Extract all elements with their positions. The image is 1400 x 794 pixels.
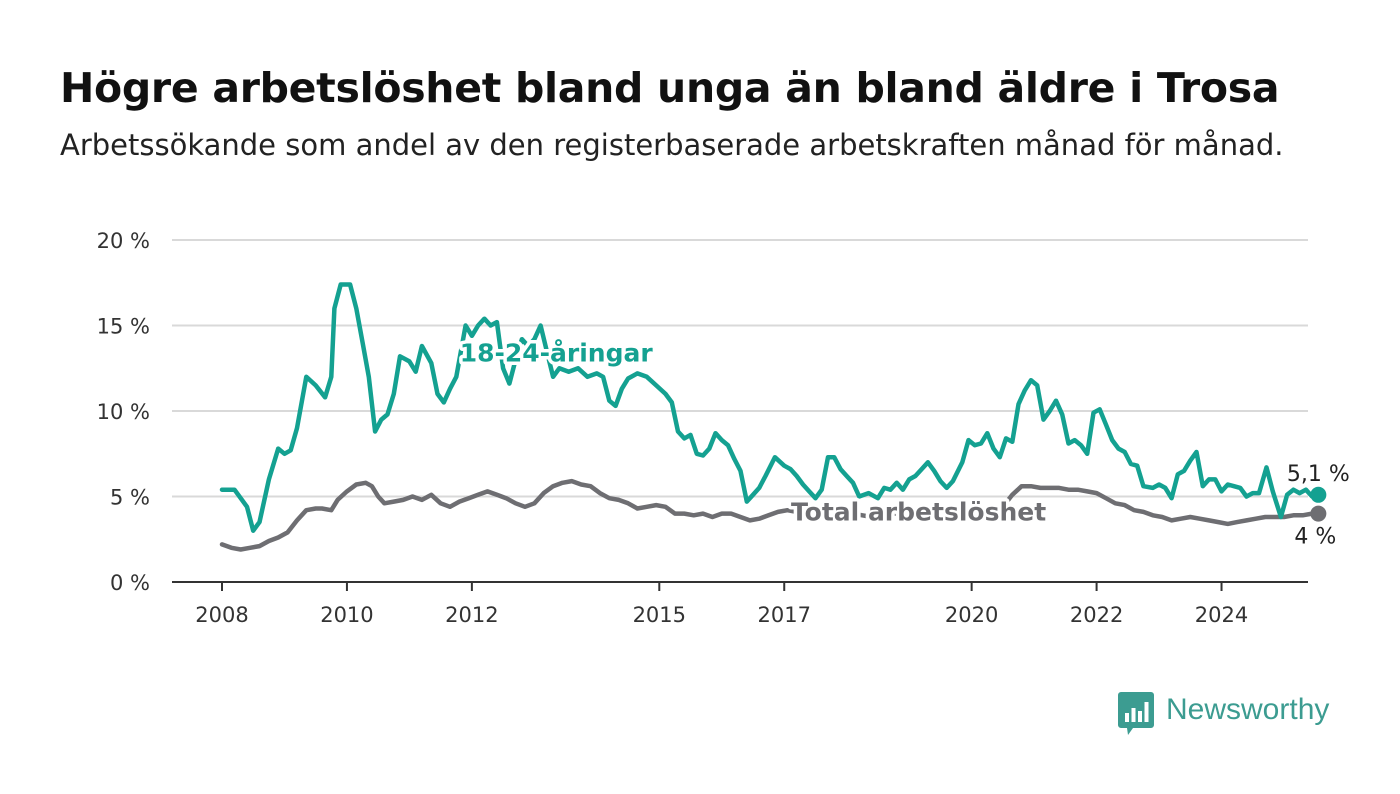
end-value-label-1: 4 % bbox=[1294, 525, 1336, 550]
x-tick-label-2012: 2012 bbox=[445, 603, 498, 627]
series-lines bbox=[219, 282, 1327, 552]
series-line-1 bbox=[219, 478, 1321, 552]
x-tick-label-2022: 2022 bbox=[1070, 603, 1123, 627]
series-line-0 bbox=[219, 282, 1321, 533]
x-tick-label-2010: 2010 bbox=[320, 603, 373, 627]
x-axis: 2008 2010 2012 2015 2017 2020 2022 2024 bbox=[172, 581, 1308, 627]
series-name-halo-0: 18-24-åringar bbox=[460, 338, 654, 367]
y-axis-tick-labels: 0 % 5 % 10 % 15 % 20 % bbox=[97, 229, 150, 595]
y-tick-label-20: 20 % bbox=[97, 229, 150, 253]
grid-lines bbox=[172, 239, 1308, 498]
series-name-label-0: 18-24-åringar bbox=[460, 338, 654, 367]
y-tick-label-15: 15 % bbox=[97, 315, 150, 339]
y-tick-label-10: 10 % bbox=[97, 400, 150, 424]
newsworthy-logo: Newsworthy bbox=[1118, 690, 1348, 738]
chart-subtitle: Arbetssökande som andel av den registerb… bbox=[60, 128, 1284, 162]
x-tick-label-2024: 2024 bbox=[1195, 603, 1248, 627]
y-tick-label-5: 5 % bbox=[110, 486, 150, 510]
end-value-label-0: 5,1 % bbox=[1287, 462, 1350, 487]
series-name-label-1: Total arbetslöshet bbox=[791, 497, 1046, 526]
bar-chart-speech-bubble-icon bbox=[1118, 692, 1154, 735]
series-end-point-0 bbox=[1310, 486, 1327, 503]
chart-title: Högre arbetslöshet bland unga än bland ä… bbox=[60, 64, 1280, 112]
x-tick-label-2017: 2017 bbox=[758, 603, 811, 627]
x-tick-label-2008: 2008 bbox=[195, 603, 248, 627]
series-labels: 5,1 %4 %18-24-åringar18-24-åringarTotal … bbox=[456, 335, 1350, 550]
y-tick-label-0: 0 % bbox=[110, 571, 150, 595]
x-tick-label-2020: 2020 bbox=[945, 603, 998, 627]
brand-name: Newsworthy bbox=[1166, 693, 1330, 726]
series-end-point-1 bbox=[1310, 505, 1327, 522]
series-name-halo-1: Total arbetslöshet bbox=[791, 497, 1046, 526]
x-tick-label-2015: 2015 bbox=[633, 603, 686, 627]
